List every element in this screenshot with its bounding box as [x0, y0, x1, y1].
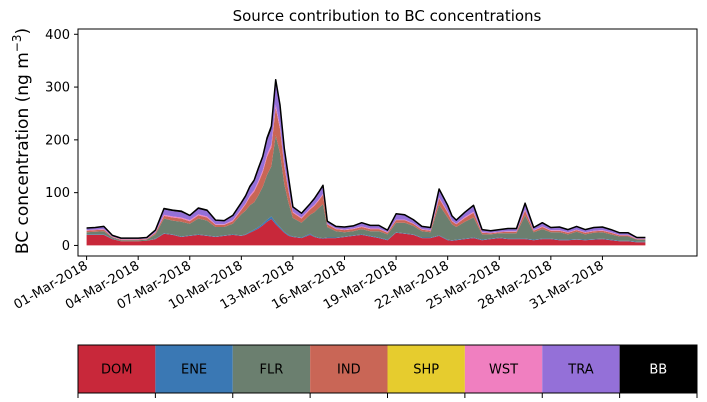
- y-tick-label: 400: [45, 28, 70, 43]
- axes: 010020030040001-Mar-201804-Mar-201807-Ma…: [11, 28, 698, 313]
- area-series-tra: [86, 83, 646, 240]
- y-axis-label-close: ): [13, 28, 33, 35]
- legend-swatch-dom: [78, 345, 156, 393]
- legend-swatch-tra: [542, 345, 620, 393]
- plot-frame: [77, 28, 698, 257]
- legend-label-flr: FLR: [260, 363, 284, 378]
- legend-swatch-shp: [387, 345, 465, 393]
- legend-label-shp: SHP: [413, 363, 439, 378]
- legend-swatch-wst: [464, 345, 543, 393]
- total-outline: [86, 78, 646, 239]
- legend-swatch-ene: [155, 345, 233, 393]
- area-series-dom: [86, 219, 646, 246]
- y-tick-label: 300: [45, 81, 70, 96]
- y-axis-label-superscript: −3: [10, 34, 24, 52]
- y-axis-label-text: BC concentration (ng m: [13, 52, 33, 254]
- legend-label-ind: IND: [337, 363, 361, 378]
- y-tick-label: 200: [45, 133, 70, 148]
- legend-label-wst: WST: [489, 363, 518, 378]
- legend-label-ene: ENE: [181, 363, 207, 378]
- legend-label-bb: BB: [649, 363, 667, 378]
- area-series-ene: [86, 216, 646, 243]
- legend-swatch-ind: [310, 345, 388, 393]
- y-tick-label: 0: [62, 239, 70, 254]
- chart-title: Source contribution to BC concentrations: [233, 7, 542, 25]
- legend-label-tra: TRA: [567, 363, 593, 378]
- legend-label-dom: DOM: [101, 363, 132, 378]
- y-tick-label: 100: [45, 186, 70, 201]
- plot-area: [86, 78, 646, 246]
- legend-colorbar: DOM ENE FLR IND SHP WST TRA BB: [77, 344, 698, 398]
- y-axis-label: BC concentration (ng m−3): [10, 28, 33, 254]
- legend-swatch-flr: [232, 345, 311, 393]
- legend-swatch-bb: [619, 345, 697, 393]
